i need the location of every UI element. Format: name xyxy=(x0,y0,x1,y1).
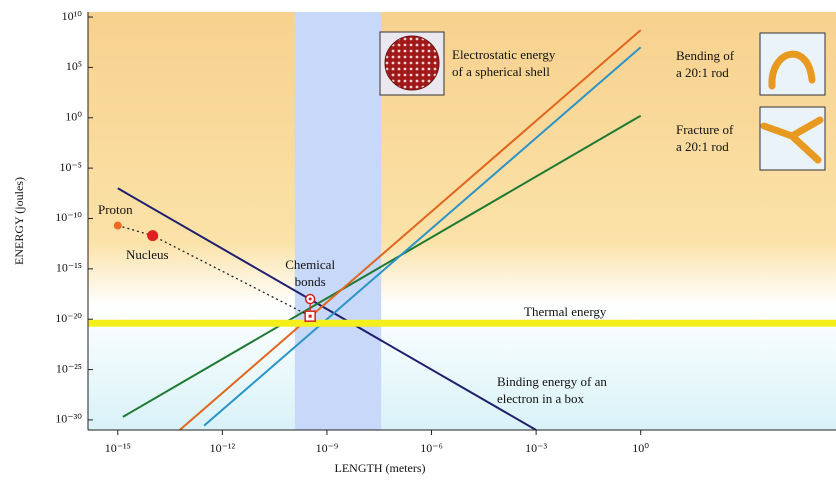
series-label: Fracture of xyxy=(676,122,734,137)
series-label: Electrostatic energy xyxy=(452,47,556,62)
x-tick-label: 10⁻³ xyxy=(525,441,547,455)
y-tick-label: 10⁻¹⁵ xyxy=(56,261,82,275)
bond-label: Chemical xyxy=(285,257,335,272)
y-tick-label: 10⁻²⁰ xyxy=(55,311,82,325)
y-axis-label: ENERGY (joules) xyxy=(12,177,26,265)
bond-marker-dot xyxy=(308,297,312,301)
x-tick-label: 10⁰ xyxy=(632,441,649,455)
point xyxy=(147,230,159,242)
highlight-band xyxy=(294,12,382,430)
y-tick-label: 10⁻⁵ xyxy=(59,160,82,174)
series-line xyxy=(122,114,642,418)
bond-marker-dot xyxy=(308,314,312,318)
y-tick-label: 10¹⁰ xyxy=(62,9,83,23)
y-tick-label: 10⁻³⁰ xyxy=(55,412,82,426)
series-label: of a spherical shell xyxy=(452,64,550,79)
y-tick-label: 10⁻¹⁰ xyxy=(55,210,82,224)
series-label: Binding energy of an xyxy=(497,374,607,389)
bond-label: bonds xyxy=(295,274,326,289)
series-label: electron in a box xyxy=(497,391,584,406)
x-axis-label: LENGTH (meters) xyxy=(335,461,426,475)
x-tick-label: 10⁻¹⁵ xyxy=(105,441,131,455)
y-tick-label: 10⁵ xyxy=(66,59,82,73)
series-label: Bending of xyxy=(676,48,735,63)
bending-rod-icon xyxy=(759,32,826,96)
y-tick-label: 10⁰ xyxy=(65,110,82,124)
x-tick-label: 10⁻⁹ xyxy=(316,441,339,455)
series-label: Thermal energy xyxy=(524,304,607,319)
fracture-rod-icon xyxy=(759,106,826,171)
x-tick-label: 10⁻⁶ xyxy=(420,441,443,455)
series-label: a 20:1 rod xyxy=(676,65,729,80)
series-label: a 20:1 rod xyxy=(676,139,729,154)
y-tick-label: 10⁻²⁵ xyxy=(56,361,82,375)
point-label: Nucleus xyxy=(126,247,169,262)
series-line xyxy=(203,46,642,427)
series-line xyxy=(117,187,537,430)
series-line xyxy=(179,29,642,430)
point-label: Proton xyxy=(98,202,133,217)
point xyxy=(113,221,122,230)
sphere-icon xyxy=(379,31,445,96)
x-tick-label: 10⁻¹² xyxy=(210,441,236,455)
plot-background xyxy=(88,12,836,430)
